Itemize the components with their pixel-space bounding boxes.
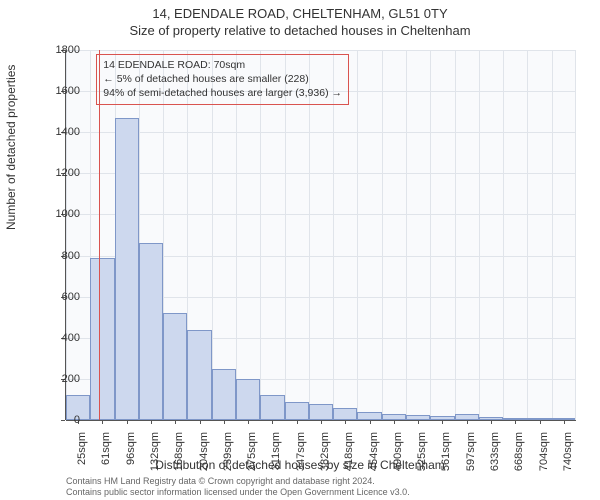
ytick-label: 1400: [40, 126, 80, 138]
xtick-mark: [224, 420, 225, 424]
xtick-mark: [515, 420, 516, 424]
xtick-label: 382sqm: [319, 432, 331, 482]
xtick-mark: [127, 420, 128, 424]
xtick-label: 597sqm: [465, 432, 477, 482]
credits: Contains HM Land Registry data © Crown c…: [66, 476, 410, 498]
ytick-label: 1000: [40, 208, 80, 220]
xtick-label: 525sqm: [416, 432, 428, 482]
xtick-mark: [442, 420, 443, 424]
xtick-label: 25sqm: [76, 432, 88, 482]
gridline-h: [66, 132, 576, 133]
gridline-h: [66, 50, 576, 51]
histogram-bar: [187, 330, 211, 420]
xtick-label: 490sqm: [392, 432, 404, 482]
gridline-v: [430, 50, 431, 420]
histogram-bar: [285, 402, 309, 421]
gridline-v: [333, 50, 334, 420]
xtick-mark: [175, 420, 176, 424]
gridline-v: [455, 50, 456, 420]
xtick-label: 61sqm: [100, 432, 112, 482]
xtick-mark: [467, 420, 468, 424]
gridline-v: [66, 50, 67, 420]
gridline-v: [260, 50, 261, 420]
xtick-mark: [345, 420, 346, 424]
xtick-mark: [370, 420, 371, 424]
histogram-bar: [115, 118, 139, 420]
xtick-label: 239sqm: [222, 432, 234, 482]
gridline-v: [406, 50, 407, 420]
xtick-mark: [102, 420, 103, 424]
xtick-mark: [540, 420, 541, 424]
page-title: 14, EDENDALE ROAD, CHELTENHAM, GL51 0TY: [0, 0, 600, 23]
y-axis-title: Number of detached properties: [4, 65, 18, 230]
xtick-label: 561sqm: [440, 432, 452, 482]
gridline-h: [66, 214, 576, 215]
xtick-label: 311sqm: [270, 432, 282, 482]
xtick-mark: [151, 420, 152, 424]
gridline-v: [212, 50, 213, 420]
xtick-mark: [272, 420, 273, 424]
gridline-v: [357, 50, 358, 420]
xtick-mark: [564, 420, 565, 424]
histogram-bar: [139, 243, 163, 420]
gridline-v: [503, 50, 504, 420]
xtick-label: 740sqm: [562, 432, 574, 482]
property-marker-line: [99, 50, 101, 420]
gridline-h: [66, 173, 576, 174]
annotation-box: 14 EDENDALE ROAD: 70sqm← 5% of detached …: [96, 54, 349, 105]
gridline-v: [479, 50, 480, 420]
xtick-label: 132sqm: [149, 432, 161, 482]
xtick-label: 96sqm: [125, 432, 137, 482]
histogram-bar: [260, 395, 284, 420]
gridline-v: [382, 50, 383, 420]
chart-area: 14 EDENDALE ROAD: 70sqm← 5% of detached …: [66, 50, 576, 420]
ytick-label: 800: [40, 250, 80, 262]
histogram-bar: [212, 369, 236, 420]
xtick-mark: [297, 420, 298, 424]
xtick-label: 168sqm: [173, 432, 185, 482]
ytick-label: 1200: [40, 167, 80, 179]
histogram-bar: [163, 313, 187, 420]
xtick-mark: [418, 420, 419, 424]
credit-line-2: Contains public sector information licen…: [66, 487, 410, 498]
gridline-v: [575, 50, 576, 420]
chart-subtitle: Size of property relative to detached ho…: [0, 23, 600, 42]
gridline-v: [552, 50, 553, 420]
ytick-label: 1800: [40, 44, 80, 56]
annotation-line: 94% of semi-detached houses are larger (…: [103, 86, 342, 100]
histogram-bar: [333, 408, 357, 420]
xtick-label: 633sqm: [489, 432, 501, 482]
gridline-v: [285, 50, 286, 420]
histogram-bar: [357, 412, 381, 420]
y-axis-line: [65, 50, 66, 420]
xtick-mark: [321, 420, 322, 424]
xtick-mark: [248, 420, 249, 424]
xtick-label: 204sqm: [198, 432, 210, 482]
xtick-mark: [491, 420, 492, 424]
gridline-v: [236, 50, 237, 420]
xtick-label: 418sqm: [343, 432, 355, 482]
histogram-bar: [236, 379, 260, 420]
xtick-label: 454sqm: [368, 432, 380, 482]
plot-area: 14 EDENDALE ROAD: 70sqm← 5% of detached …: [66, 50, 576, 420]
xtick-mark: [200, 420, 201, 424]
annotation-line: ← 5% of detached houses are smaller (228…: [103, 72, 342, 86]
histogram-bar: [309, 404, 333, 420]
ytick-label: 200: [40, 373, 80, 385]
xtick-label: 704sqm: [538, 432, 550, 482]
histogram-bar: [90, 258, 114, 420]
gridline-v: [309, 50, 310, 420]
credit-line-1: Contains HM Land Registry data © Crown c…: [66, 476, 410, 487]
xtick-label: 347sqm: [295, 432, 307, 482]
xtick-mark: [394, 420, 395, 424]
ytick-label: 400: [40, 332, 80, 344]
gridline-v: [527, 50, 528, 420]
annotation-line: 14 EDENDALE ROAD: 70sqm: [103, 58, 342, 72]
xtick-label: 275sqm: [246, 432, 258, 482]
xtick-label: 668sqm: [513, 432, 525, 482]
ytick-label: 1600: [40, 85, 80, 97]
ytick-label: 0: [40, 414, 80, 426]
ytick-label: 600: [40, 291, 80, 303]
